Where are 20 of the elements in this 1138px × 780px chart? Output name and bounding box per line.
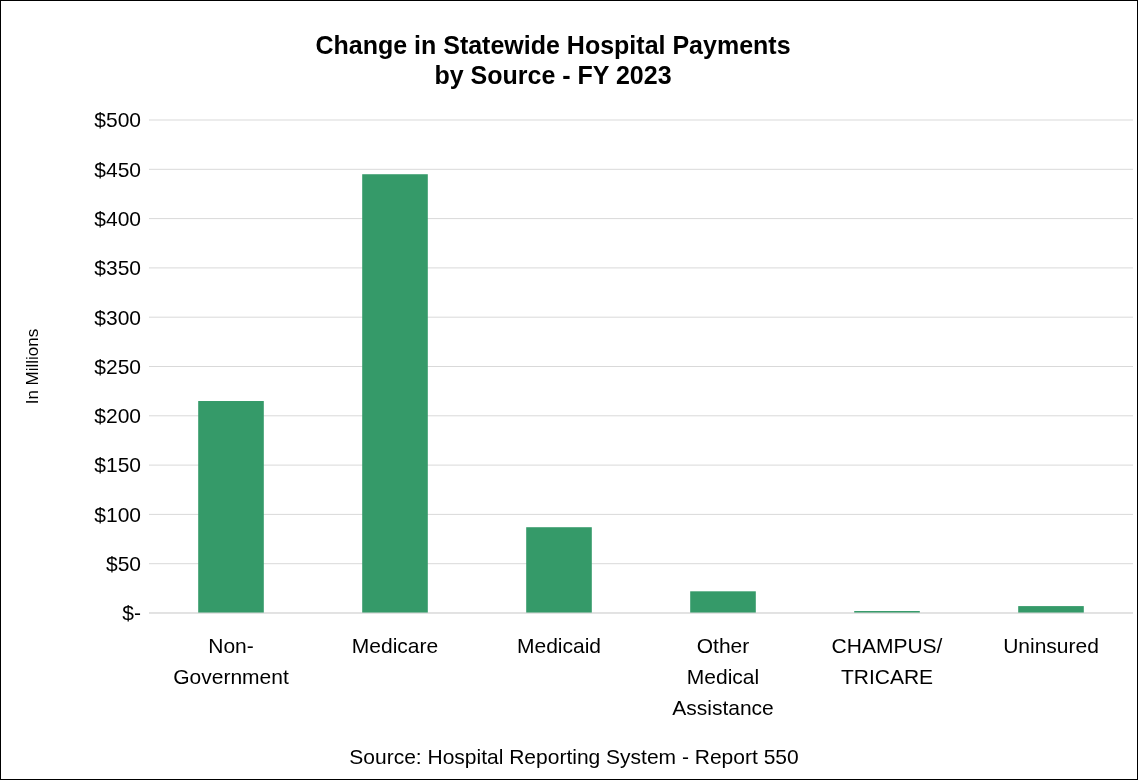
x-tick-label: Other Medical Assistance [672,634,774,719]
chart-title: Change in Statewide Hospital Payments by Source - FY 2023 [315,31,791,89]
y-tick-label: $250 [94,354,141,378]
x-tick-label: CHAMPUS/TRICARE [831,634,943,688]
y-tick-label: $200 [94,404,141,428]
x-tick-label: Non-Government [173,634,289,688]
x-tick-label: Uninsured [1003,634,1099,657]
y-axis-title: In Millions [23,328,42,405]
y-tick-label: $150 [94,453,141,477]
source-note: Source: Hospital Reporting System - Report 550 [349,745,799,768]
y-tick-label: $450 [94,157,141,181]
x-tick-label: Medicare [351,634,439,657]
x-tick-label: Medicaid [516,634,602,657]
y-tick-label: $300 [94,305,141,329]
y-tick-label: $50 [105,552,141,576]
y-tick-label: $400 [94,206,141,230]
y-tick-label: $100 [94,502,141,526]
y-tick-label: $- [122,601,141,625]
y-tick-label: $500 [94,108,141,132]
y-tick-label: $350 [94,256,141,280]
